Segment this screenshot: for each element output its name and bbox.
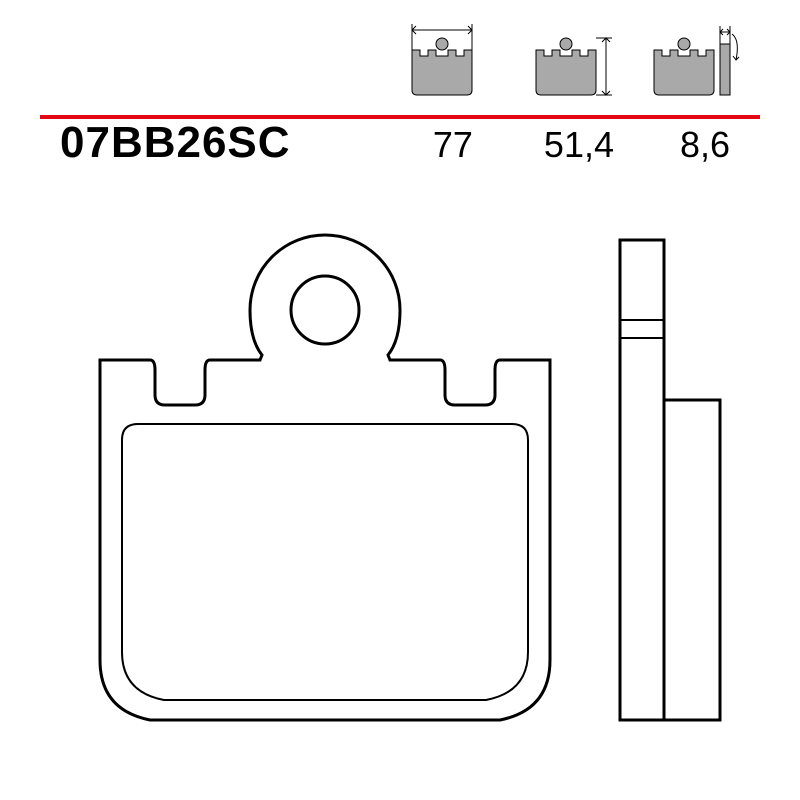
height-value: 51,4 [544, 124, 614, 166]
height-dimension-icon [516, 20, 616, 100]
thickness-value: 8,6 [670, 124, 740, 166]
width-dimension-icon [392, 20, 492, 100]
mounting-hole [291, 276, 359, 344]
section-divider [40, 106, 760, 110]
thickness-dimension-icon [640, 20, 740, 100]
width-value: 77 [418, 124, 488, 166]
front-view [100, 235, 550, 720]
technical-drawing [60, 200, 740, 760]
spec-row: 07BB26SC 77 51,4 8,6 [60, 118, 740, 168]
dimension-icons-row [60, 20, 740, 100]
dimension-values: 77 51,4 8,6 [418, 124, 740, 166]
part-number: 07BB26SC [60, 118, 291, 168]
friction-surface [122, 424, 528, 700]
side-view [620, 240, 720, 720]
